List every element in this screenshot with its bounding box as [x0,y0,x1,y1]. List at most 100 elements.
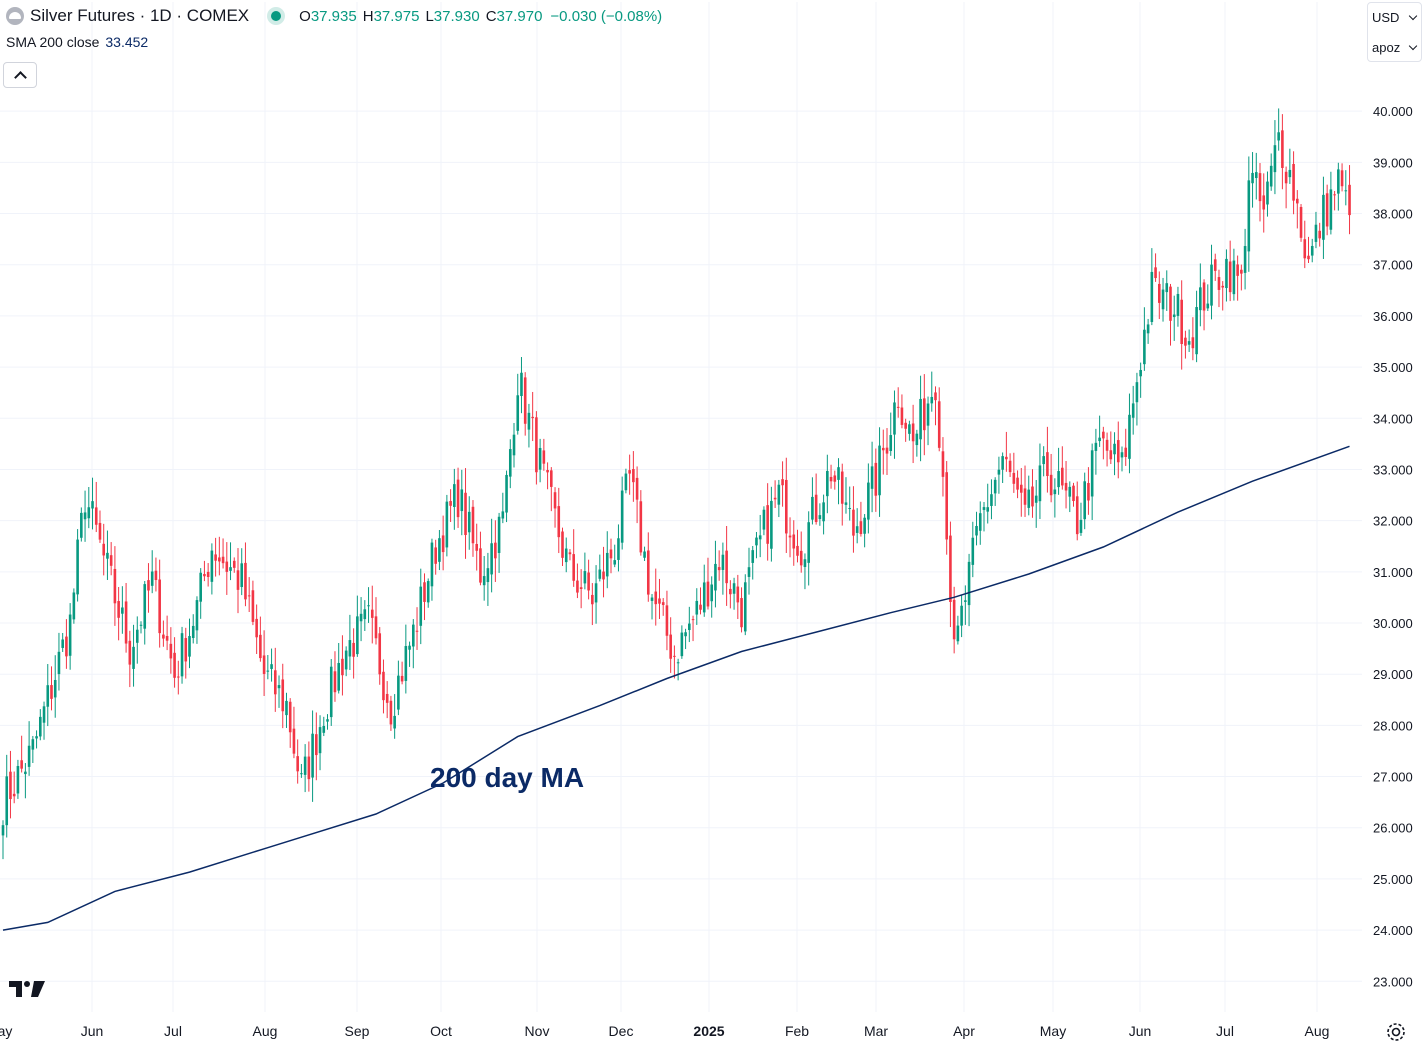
symbol-title[interactable]: Silver Futures · 1D · COMEX [30,6,250,25]
candle-body[interactable] [971,537,975,565]
candle-body[interactable] [35,736,38,739]
candle-body[interactable] [990,494,993,506]
candle-body[interactable] [191,625,195,638]
candle-body[interactable] [150,571,154,586]
candle-body[interactable] [881,447,885,451]
candle-body[interactable] [934,392,937,401]
candle-body[interactable] [479,548,482,583]
candle-body[interactable] [467,511,471,533]
candle-body[interactable] [50,685,53,699]
candle-body[interactable] [755,537,758,546]
candle-body[interactable] [893,402,896,435]
candle-body[interactable] [445,501,449,548]
candle-body[interactable] [1195,307,1198,355]
candle-body[interactable] [1046,452,1049,477]
candle-body[interactable] [296,756,299,772]
candle-body[interactable] [520,372,523,397]
candle-body[interactable] [5,776,9,826]
candle-body[interactable] [632,469,635,483]
candle-body[interactable] [333,671,337,693]
candle-body[interactable] [382,671,385,701]
tradingview-logo-icon[interactable] [9,979,47,999]
candle-body[interactable] [1191,337,1195,349]
candle-body[interactable] [512,434,516,456]
candle-body[interactable] [956,625,960,642]
candle-body[interactable] [1247,180,1251,252]
candle-body[interactable] [923,398,926,431]
candle-body[interactable] [203,573,206,577]
candle-body[interactable] [1124,447,1128,457]
candle-body[interactable] [143,584,147,629]
candle-body[interactable] [1236,264,1239,276]
candle-body[interactable] [1150,271,1154,322]
candle-body[interactable] [277,685,281,689]
candle-body[interactable] [807,522,810,563]
candle-body[interactable] [822,502,825,522]
candle-body[interactable] [535,417,538,473]
candle-body[interactable] [68,614,72,656]
candle-body[interactable] [300,773,303,775]
candle-body[interactable] [796,545,799,556]
candle-body[interactable] [904,422,907,429]
candle-body[interactable] [221,556,225,564]
candle-body[interactable] [1031,486,1034,507]
candle-body[interactable] [419,586,423,626]
candle-body[interactable] [673,655,676,657]
candle-body[interactable] [952,599,956,640]
candle-body[interactable] [288,701,292,733]
candle-body[interactable] [1169,286,1172,321]
candle-body[interactable] [553,492,557,509]
candle-body[interactable] [1176,293,1180,316]
candle-body[interactable] [818,515,822,520]
candle-body[interactable] [1292,163,1295,201]
candle-body[interactable] [266,670,270,672]
collapse-legend-button[interactable] [3,62,37,88]
candle-body[interactable] [1143,329,1146,365]
candle-body[interactable] [389,700,393,725]
candle-body[interactable] [501,511,505,519]
candle-body[interactable] [363,609,367,620]
candle-body[interactable] [639,501,643,553]
candle-body[interactable] [844,502,848,505]
candle-body[interactable] [624,473,628,491]
candle-body[interactable] [102,543,106,556]
candle-body[interactable] [1269,165,1273,187]
candle-body[interactable] [814,494,818,523]
candle-body[interactable] [1116,440,1120,463]
candle-body[interactable] [1079,519,1083,533]
candle-body[interactable] [326,719,329,722]
candle-body[interactable] [337,662,340,691]
candle-body[interactable] [359,613,363,622]
candle-body[interactable] [1180,299,1183,345]
candle-body[interactable] [121,607,124,614]
candle-body[interactable] [702,582,706,613]
candle-body[interactable] [945,472,948,540]
candle-body[interactable] [494,542,497,559]
candle-body[interactable] [826,471,829,497]
candle-body[interactable] [1325,193,1329,227]
candle-body[interactable] [434,547,437,564]
candle-body[interactable] [441,535,445,553]
candle-body[interactable] [1005,456,1008,460]
candle-body[interactable] [24,771,27,775]
candle-body[interactable] [1105,439,1109,451]
candle-body[interactable] [1068,486,1072,497]
candle-body[interactable] [788,535,792,538]
candle-body[interactable] [438,538,441,562]
candle-body[interactable] [915,433,919,446]
candle-body[interactable] [385,693,389,703]
candle-body[interactable] [900,407,904,425]
candle-body[interactable] [285,700,288,716]
candle-body[interactable] [930,396,934,404]
candle-body[interactable] [236,570,240,590]
candle-body[interactable] [926,403,930,426]
candle-body[interactable] [1158,283,1161,303]
candle-body[interactable] [840,471,844,504]
candle-body[interactable] [1210,264,1213,306]
candle-body[interactable] [1131,403,1135,418]
sma-200-line[interactable] [2,445,1350,931]
candle-body[interactable] [960,605,963,626]
candle-body[interactable] [982,507,986,510]
candle-body[interactable] [896,406,900,408]
candle-body[interactable] [803,559,807,567]
